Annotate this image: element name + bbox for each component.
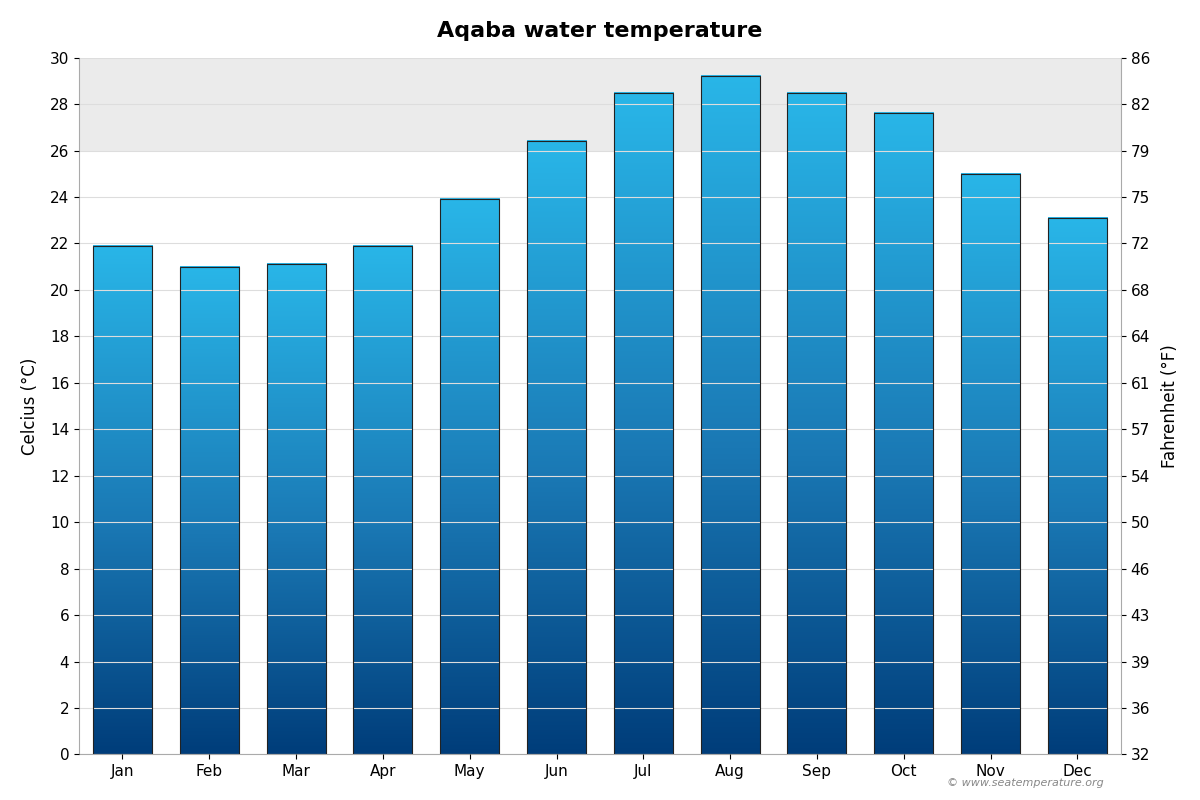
Bar <box>440 199 499 754</box>
Bar <box>79 58 1121 150</box>
Text: © www.seatemperature.org: © www.seatemperature.org <box>947 778 1104 788</box>
Bar <box>701 76 760 754</box>
Bar <box>614 93 673 754</box>
Bar <box>787 93 846 754</box>
Title: Aqaba water temperature: Aqaba water temperature <box>437 21 763 41</box>
Y-axis label: Fahrenheit (°F): Fahrenheit (°F) <box>1162 344 1180 468</box>
Bar <box>92 246 152 754</box>
Y-axis label: Celcius (°C): Celcius (°C) <box>20 358 38 454</box>
Bar <box>875 114 934 754</box>
Bar <box>266 264 325 754</box>
Bar <box>961 174 1020 754</box>
Bar <box>527 142 586 754</box>
Bar <box>353 246 413 754</box>
Bar <box>180 266 239 754</box>
Bar <box>1048 218 1106 754</box>
